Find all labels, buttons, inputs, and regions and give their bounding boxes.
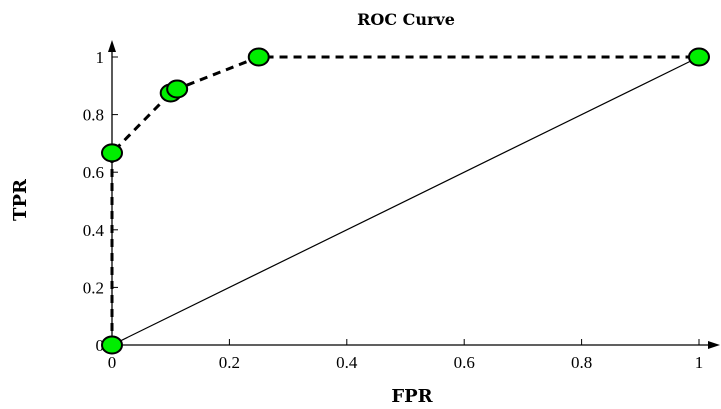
y-tick-label: 1 bbox=[96, 48, 105, 67]
x-tick-label: 0.4 bbox=[336, 353, 358, 372]
x-tick-label: 0.2 bbox=[219, 353, 240, 372]
roc-point-marker bbox=[688, 47, 710, 67]
y-tick-label: 0.4 bbox=[83, 221, 105, 240]
y-tick-label: 0.8 bbox=[83, 106, 104, 125]
x-tick-label: 0.8 bbox=[571, 353, 592, 372]
y-ticks: 0 0.2 0.4 0.6 0.8 1 bbox=[83, 48, 118, 355]
x-tick-label: 0 bbox=[108, 353, 117, 372]
roc-point-marker bbox=[166, 79, 189, 99]
y-tick-label: 0.6 bbox=[83, 163, 104, 182]
roc-point-marker bbox=[247, 47, 270, 67]
roc-point-marker bbox=[101, 143, 123, 163]
roc-curve-line bbox=[110, 55, 699, 345]
axes bbox=[108, 40, 720, 349]
roc-point-marker bbox=[101, 335, 123, 355]
y-tick-label: 0 bbox=[96, 336, 105, 355]
y-tick-label: 0.2 bbox=[83, 278, 104, 297]
diagonal-reference-line bbox=[111, 56, 700, 346]
x-tick-label: 0.6 bbox=[454, 353, 475, 372]
x-axis-label: FPR bbox=[391, 386, 433, 407]
chart-title: ROC Curve bbox=[357, 10, 455, 29]
series-layer bbox=[110, 55, 700, 346]
marker-layer bbox=[101, 47, 710, 355]
x-tick-label: 1 bbox=[695, 353, 704, 372]
y-axis-label: TPR bbox=[10, 178, 31, 221]
x-axis-arrow bbox=[708, 341, 720, 349]
x-ticks: 0 0.2 0.4 0.6 0.8 1 bbox=[108, 339, 704, 372]
y-axis-arrow bbox=[108, 40, 116, 52]
